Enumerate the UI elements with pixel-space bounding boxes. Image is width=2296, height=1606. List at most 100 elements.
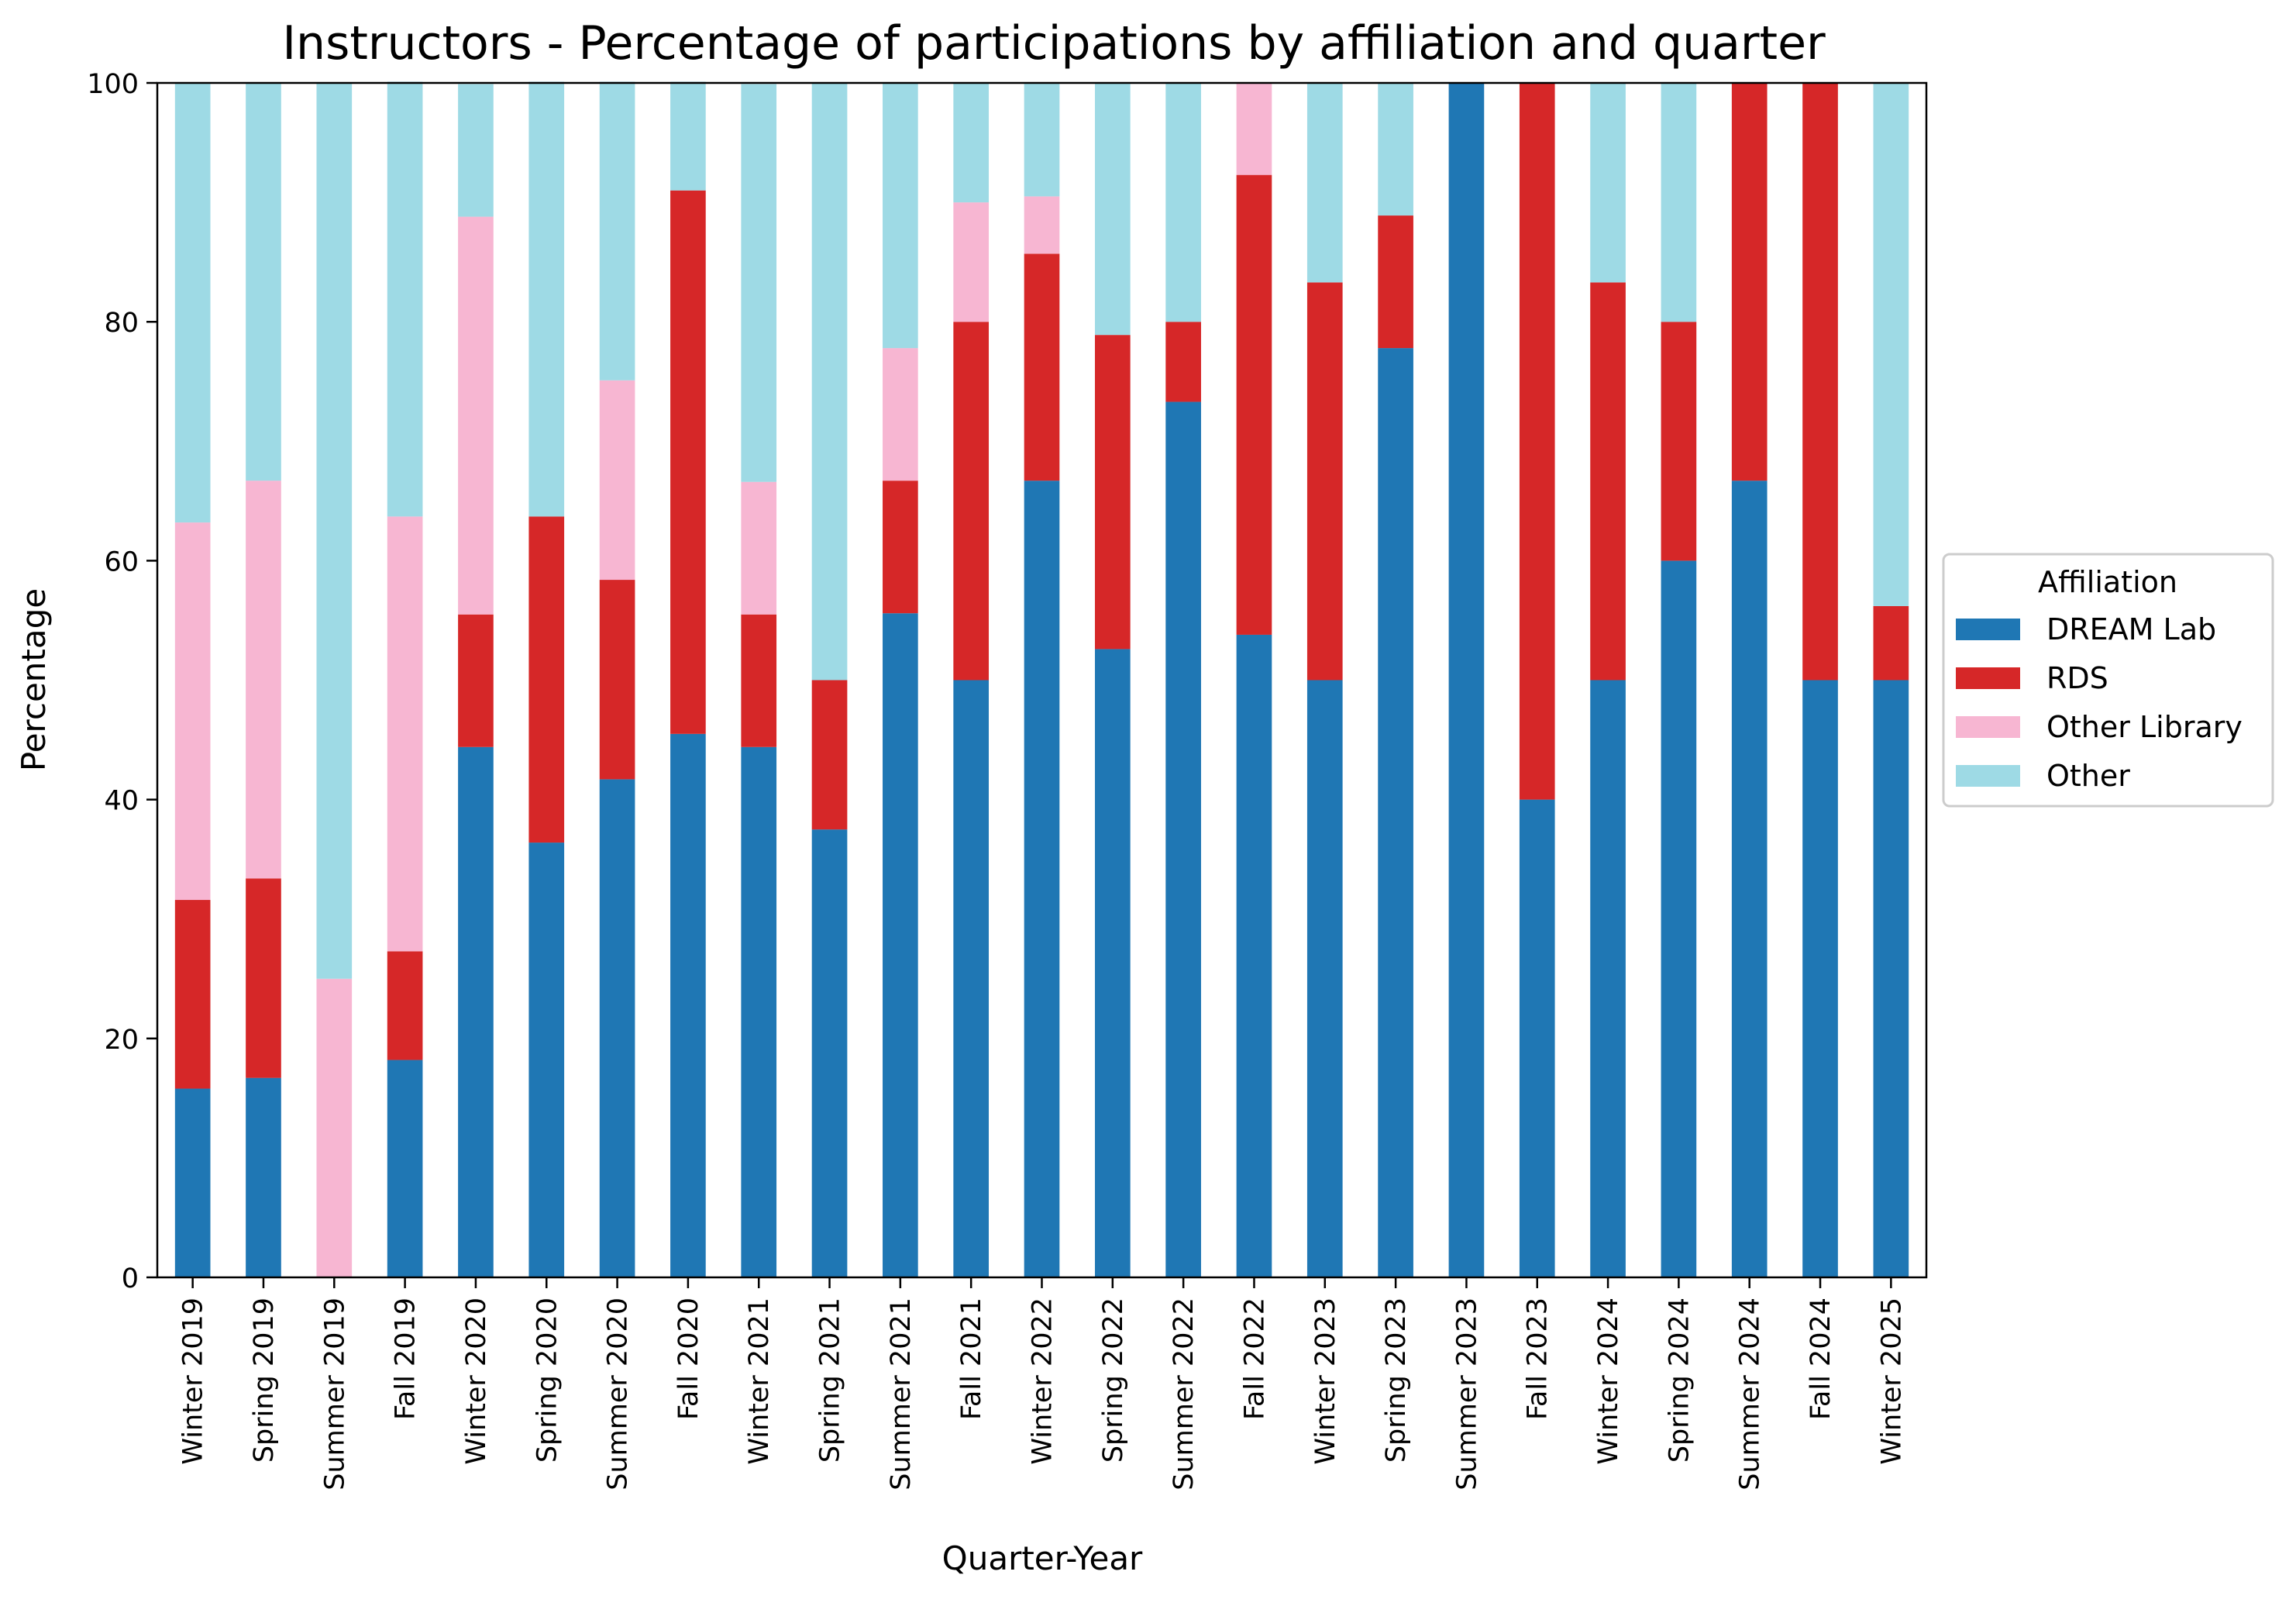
bar-dream-lab-fall-2020 [670,733,706,1277]
bar-rds-spring-2020 [528,516,565,843]
bar-dream-lab-fall-2022 [1236,634,1272,1277]
x-tick-label: Summer 2019 [319,1298,350,1491]
bar-other-library-fall-2022 [1236,83,1272,175]
y-tick-label: 40 [104,786,139,817]
legend-label: RDS [2046,661,2108,695]
bar-dream-lab-spring-2020 [528,843,565,1277]
x-tick-label: Winter 2022 [1028,1298,1059,1465]
bar-other-library-summer-2020 [599,380,635,581]
bar-rds-winter-2019 [174,900,211,1089]
bar-rds-spring-2023 [1378,215,1413,349]
bar-dream-lab-summer-2021 [883,613,918,1277]
bar-other-winter-2022 [1024,83,1060,197]
bar-rds-summer-2022 [1165,322,1201,402]
bar-other-summer-2022 [1165,83,1201,322]
bar-other-winter-2019 [174,83,211,523]
bar-rds-winter-2021 [741,614,777,747]
bar-rds-fall-2022 [1236,174,1272,635]
bar-dream-lab-fall-2019 [387,1060,423,1277]
bar-dream-lab-winter-2020 [458,746,494,1277]
x-tick-label: Spring 2019 [249,1298,280,1463]
bar-dream-lab-summer-2023 [1448,83,1485,1277]
x-tick-label: Fall 2019 [391,1298,422,1420]
bar-dream-lab-fall-2023 [1519,799,1555,1277]
bar-other-library-winter-2022 [1024,196,1060,254]
bar-rds-fall-2023 [1519,83,1555,800]
bar-other-library-spring-2019 [246,481,281,879]
bar-dream-lab-summer-2024 [1731,481,1768,1277]
bar-dream-lab-winter-2023 [1306,680,1343,1277]
legend: Affiliation DREAM Lab RDS Other Library Oth… [1942,553,2274,808]
bar-dream-lab-winter-2019 [174,1088,211,1277]
y-axis-label: Percentage [15,588,53,771]
bar-rds-winter-2025 [1873,605,1909,681]
legend-swatch [1956,619,2020,640]
bar-dream-lab-winter-2021 [741,746,777,1277]
bar-rds-winter-2024 [1590,282,1626,681]
bar-rds-spring-2024 [1661,322,1697,561]
x-tick-label: Fall 2024 [1805,1298,1836,1420]
bar-dream-lab-summer-2020 [599,779,635,1277]
bar-other-summer-2021 [883,83,918,349]
bar-dream-lab-spring-2022 [1094,649,1131,1277]
bar-rds-spring-2019 [246,878,281,1078]
x-tick-label: Summer 2020 [603,1298,634,1491]
x-tick-label: Fall 2020 [673,1298,704,1420]
bar-rds-fall-2021 [953,322,990,681]
bar-dream-lab-summer-2022 [1165,402,1201,1278]
y-tick-label: 0 [122,1263,139,1294]
bar-dream-lab-winter-2022 [1024,481,1060,1277]
x-tick-label: Spring 2021 [815,1298,846,1463]
x-tick-label: Fall 2022 [1239,1298,1270,1420]
bar-other-library-winter-2021 [741,481,777,615]
x-tick-label: Spring 2022 [1098,1298,1129,1463]
bar-other-winter-2021 [741,84,777,482]
x-tick-label: Winter 2019 [178,1298,209,1465]
legend-label: Other Library [2046,710,2243,744]
bar-other-library-summer-2019 [316,978,353,1277]
x-tick-label: Summer 2021 [886,1298,917,1491]
bar-other-library-summer-2021 [883,348,918,481]
bar-other-fall-2020 [670,81,706,191]
bar-dream-lab-spring-2023 [1378,348,1413,1278]
bar-other-fall-2019 [387,81,423,517]
bar-other-spring-2024 [1661,83,1697,322]
x-tick-label: Summer 2022 [1169,1298,1200,1491]
legend-frame [1942,553,2274,808]
bar-dream-lab-spring-2021 [811,829,848,1278]
legend-swatch [1956,667,2020,689]
bar-rds-fall-2024 [1802,83,1838,681]
legend-label: DREAM Lab [2046,612,2216,646]
bar-other-library-fall-2021 [953,202,990,322]
bar-rds-fall-2019 [387,951,423,1060]
x-tick-label: Summer 2023 [1451,1298,1482,1491]
bar-dream-lab-winter-2025 [1873,680,1909,1277]
bars-layer [174,81,1909,1278]
bar-other-summer-2019 [316,83,353,979]
x-tick-label: Fall 2023 [1523,1298,1554,1420]
x-axis-label: Quarter-Year [942,1539,1143,1577]
bar-rds-spring-2021 [811,680,848,830]
bar-rds-summer-2021 [883,481,918,614]
bar-rds-spring-2022 [1094,335,1131,650]
bar-other-spring-2020 [528,81,565,517]
bar-dream-lab-winter-2024 [1590,680,1626,1277]
bar-rds-fall-2020 [670,190,706,734]
bar-other-summer-2020 [599,81,635,381]
bar-other-spring-2022 [1094,83,1131,336]
bar-other-fall-2021 [953,83,990,203]
bar-other-spring-2021 [811,83,848,681]
bar-other-library-fall-2019 [387,516,423,952]
x-tick-label: Spring 2023 [1381,1298,1412,1463]
y-tick-label: 60 [104,546,139,577]
bar-dream-lab-fall-2021 [953,680,990,1277]
bar-other-library-winter-2020 [458,216,494,615]
bar-other-winter-2020 [458,84,494,217]
chart-title: Instructors - Percentage of participatio… [282,16,1826,71]
y-tick-label: 100 [87,69,139,100]
legend-swatch [1956,716,2020,738]
legend-label: Other [2046,759,2130,793]
bar-dream-lab-fall-2024 [1802,680,1838,1277]
